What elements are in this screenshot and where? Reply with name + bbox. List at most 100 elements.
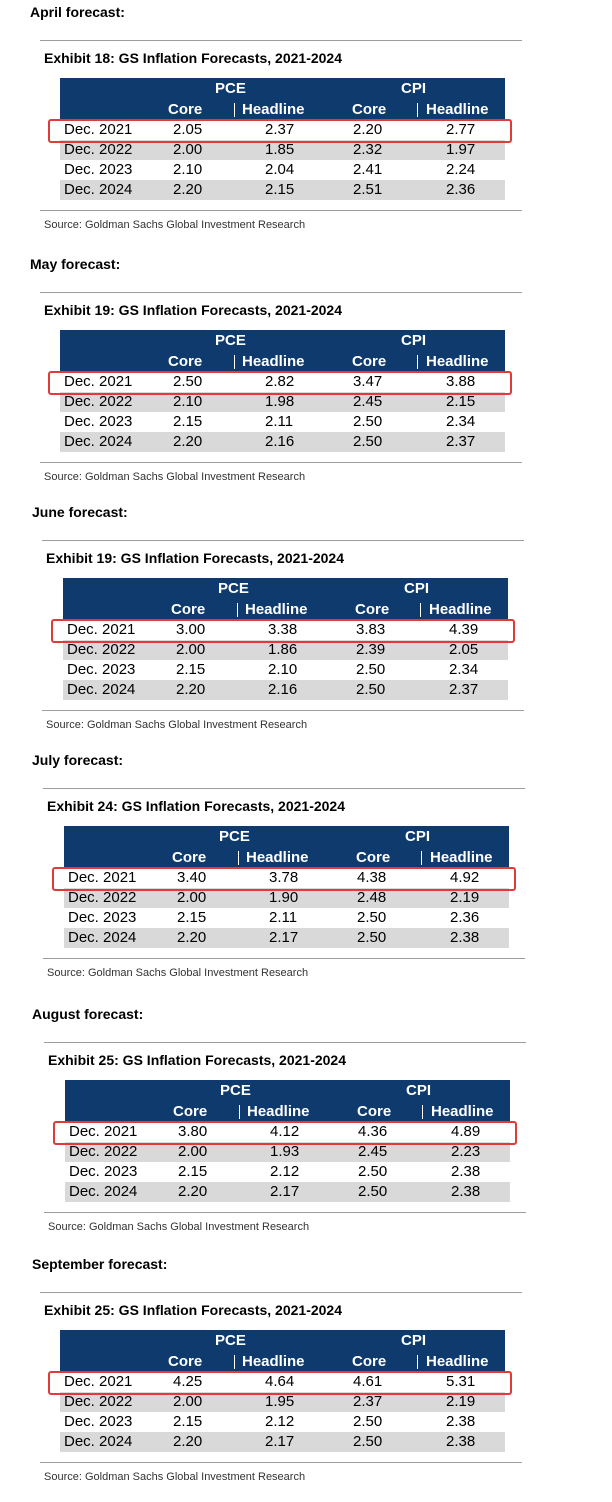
- highlight-box: [48, 371, 512, 395]
- top-rule: [40, 1292, 522, 1293]
- row-label: Dec. 2022: [69, 1143, 138, 1160]
- forecast-section: April forecast: Exhibit 18: GS Inflation …: [0, 0, 612, 250]
- header-pce-core: Core: [171, 601, 206, 618]
- table-cell: 2.10: [173, 393, 203, 410]
- header-divider: [239, 1105, 240, 1119]
- table-cell: 4.89: [451, 1123, 481, 1140]
- header-pce-core: Core: [168, 1353, 203, 1370]
- forecast-section: May forecast: Exhibit 19: GS Inflation Fo…: [0, 252, 612, 502]
- header-divider: [238, 851, 239, 865]
- header-pce-headline: Headline: [246, 849, 309, 866]
- header-divider: [237, 603, 238, 617]
- header-divider: [417, 103, 418, 117]
- table-row: Dec. 2023 2.15 2.10 2.50 2.34: [63, 660, 508, 680]
- table-cell: 2.00: [173, 141, 203, 158]
- header-divider: [417, 355, 418, 369]
- header-divider: [234, 1355, 235, 1369]
- table-cell: 1.93: [270, 1143, 300, 1160]
- header-pce-headline: Headline: [245, 601, 308, 618]
- header-cpi-core: Core: [356, 849, 391, 866]
- table-cell: 2.00: [178, 1143, 208, 1160]
- table-cell: 2.15: [177, 909, 207, 926]
- header-cpi: CPI: [401, 1332, 427, 1349]
- table-cell: 2.05: [173, 121, 203, 138]
- row-label: Dec. 2024: [64, 181, 133, 198]
- table-column-header: Core Headline Core Headline: [63, 599, 508, 620]
- table-row: Dec. 2022 2.00 1.90 2.48 2.19: [64, 888, 509, 908]
- table-row: Dec. 2021 3.40 3.78 4.38 4.92: [64, 868, 509, 888]
- table-cell: 1.85: [265, 141, 295, 158]
- header-pce-core: Core: [168, 353, 203, 370]
- source-note: Source: Goldman Sachs Global Investment …: [46, 719, 308, 731]
- header-pce-headline: Headline: [242, 101, 305, 118]
- table-row: Dec. 2021 4.25 4.64 4.61 5.31: [60, 1372, 505, 1392]
- table-group-header: PCE CPI: [60, 330, 505, 351]
- row-label: Dec. 2023: [64, 413, 133, 430]
- table-cell: 2.38: [450, 929, 480, 946]
- row-label: Dec. 2021: [64, 121, 133, 138]
- table-cell: 2.82: [265, 373, 295, 390]
- table-cell: 2.50: [358, 1183, 388, 1200]
- table-cell: 2.00: [176, 641, 206, 658]
- table-cell: 2.50: [358, 1163, 388, 1180]
- row-label: Dec. 2022: [64, 141, 133, 158]
- table-cell: 2.50: [353, 1433, 383, 1450]
- table-row: Dec. 2022 2.10 1.98 2.45 2.15: [60, 392, 505, 412]
- table-cell: 4.36: [358, 1123, 388, 1140]
- source-note: Source: Goldman Sachs Global Investment …: [44, 471, 306, 483]
- table-column-header: Core Headline Core Headline: [64, 847, 509, 868]
- table-cell: 2.17: [270, 1183, 300, 1200]
- table-cell: 2.15: [265, 181, 295, 198]
- source-note: Source: Goldman Sachs Global Investment …: [47, 967, 309, 979]
- table-row: Dec. 2022 2.00 1.93 2.45 2.23: [65, 1142, 510, 1162]
- table-cell: 3.47: [353, 373, 383, 390]
- section-month-title: September forecast:: [32, 1256, 168, 1272]
- table-cell: 2.36: [450, 909, 480, 926]
- table-cell: 2.15: [178, 1163, 208, 1180]
- table-cell: 2.50: [353, 413, 383, 430]
- bottom-rule: [40, 210, 522, 211]
- row-label: Dec. 2021: [64, 373, 133, 390]
- table-cell: 2.50: [356, 681, 386, 698]
- header-divider: [234, 355, 235, 369]
- table-cell: 2.38: [446, 1413, 476, 1430]
- table-cell: 2.10: [173, 161, 203, 178]
- exhibit-title: Exhibit 24: GS Inflation Forecasts, 2021…: [47, 798, 345, 814]
- header-cpi: CPI: [404, 580, 430, 597]
- header-cpi: CPI: [401, 332, 427, 349]
- table-cell: 3.80: [178, 1123, 208, 1140]
- table-cell: 1.98: [265, 393, 295, 410]
- table-group-header: PCE CPI: [65, 1080, 510, 1101]
- header-cpi: CPI: [406, 1082, 432, 1099]
- section-month-title: May forecast:: [30, 256, 121, 272]
- table-cell: 2.39: [356, 641, 386, 658]
- source-note: Source: Goldman Sachs Global Investment …: [44, 1471, 306, 1483]
- highlight-box: [48, 119, 512, 143]
- table-cell: 2.16: [265, 433, 295, 450]
- table-row: Dec. 2023 2.15 2.12 2.50 2.38: [65, 1162, 510, 1182]
- row-label: Dec. 2023: [64, 161, 133, 178]
- table-cell: 3.88: [446, 373, 476, 390]
- table-cell: 2.20: [353, 121, 383, 138]
- table-cell: 3.83: [356, 621, 386, 638]
- header-divider: [420, 603, 421, 617]
- row-label: Dec. 2024: [68, 929, 137, 946]
- table-cell: 3.00: [176, 621, 206, 638]
- header-cpi-core: Core: [352, 1353, 387, 1370]
- table-cell: 2.24: [446, 161, 476, 178]
- exhibit-title: Exhibit 18: GS Inflation Forecasts, 2021…: [44, 50, 342, 66]
- table-group-header: PCE CPI: [60, 1330, 505, 1351]
- table-column-header: Core Headline Core Headline: [60, 1351, 505, 1372]
- table-cell: 2.10: [268, 661, 298, 678]
- table-cell: 2.19: [446, 1393, 476, 1410]
- header-pce-core: Core: [168, 101, 203, 118]
- header-pce: PCE: [215, 80, 246, 97]
- forecast-table: PCE CPI Core Headline Core Headline Dec. 2021 4…: [60, 1330, 505, 1452]
- table-row: Dec. 2021 3.00 3.38 3.83 4.39: [63, 620, 508, 640]
- table-column-header: Core Headline Core Headline: [60, 99, 505, 120]
- header-cpi-core: Core: [352, 101, 387, 118]
- table-column-header: Core Headline Core Headline: [65, 1101, 510, 1122]
- row-label: Dec. 2024: [64, 1433, 133, 1450]
- exhibit-title: Exhibit 19: GS Inflation Forecasts, 2021…: [44, 302, 342, 318]
- table-row: Dec. 2024 2.20 2.16 2.50 2.37: [63, 680, 508, 700]
